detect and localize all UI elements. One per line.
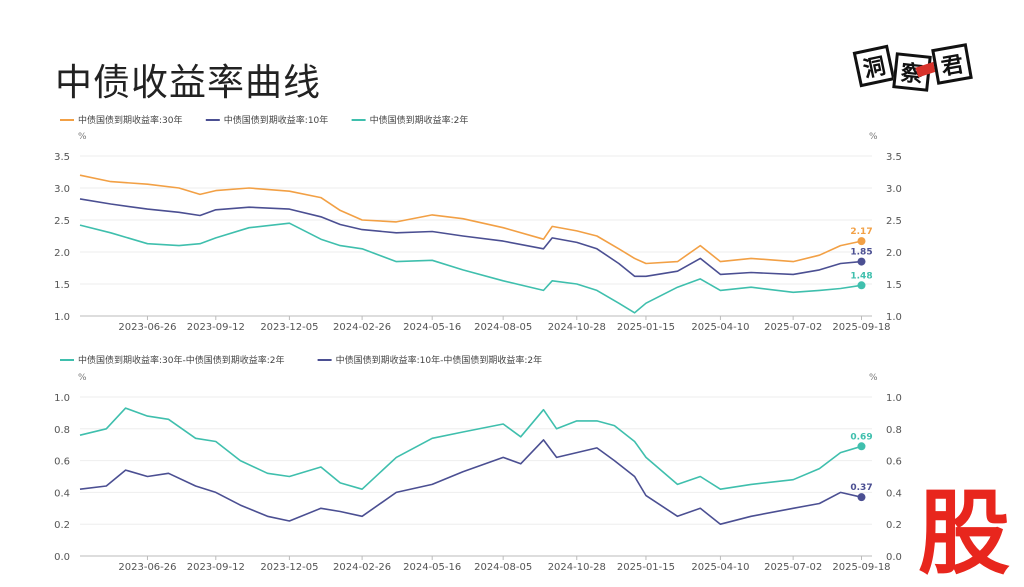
series-end-marker xyxy=(857,281,866,290)
y-unit-left: % xyxy=(78,132,87,142)
y-unit-left: % xyxy=(78,373,87,383)
x-tick-label: 2025-09-18 xyxy=(832,562,890,573)
series-line xyxy=(79,439,862,525)
x-tick-label: 2024-02-26 xyxy=(333,562,391,573)
x-tick-label: 2024-10-28 xyxy=(548,322,606,333)
y-unit-right: % xyxy=(869,132,878,142)
x-tick-label: 2023-06-26 xyxy=(118,322,176,333)
y-tick-left: 0.0 xyxy=(54,552,70,563)
series-end-label: 0.37 xyxy=(850,483,872,493)
y-tick-right: 2.5 xyxy=(886,216,902,227)
x-tick-label: 2025-07-02 xyxy=(764,322,822,333)
x-tick-label: 2025-07-02 xyxy=(764,562,822,573)
x-tick-label: 2025-04-10 xyxy=(691,322,749,333)
series-end-label: 1.48 xyxy=(850,271,872,281)
x-tick-label: 2025-04-10 xyxy=(691,562,749,573)
legend-label: 中债国债到期收益率:30年-中债国债到期收益率:2年 xyxy=(78,354,285,366)
legend-label: 中债国债到期收益率:30年 xyxy=(78,114,183,126)
series-end-marker xyxy=(857,237,866,246)
series-end-marker xyxy=(857,442,866,451)
y-tick-right: 3.0 xyxy=(886,184,902,195)
y-tick-left: 1.0 xyxy=(54,312,70,323)
y-tick-left: 0.2 xyxy=(54,520,70,531)
y-tick-right: 0.2 xyxy=(886,520,902,531)
y-tick-left: 0.8 xyxy=(54,425,70,436)
x-tick-label: 2024-05-16 xyxy=(403,322,461,333)
y-tick-right: 3.5 xyxy=(886,152,902,163)
y-tick-left: 3.0 xyxy=(54,184,70,195)
legend-label: 中债国债到期收益率:10年 xyxy=(224,114,328,126)
x-tick-label: 2023-09-12 xyxy=(187,322,245,333)
y-tick-left: 1.5 xyxy=(54,280,70,291)
y-tick-left: 1.0 xyxy=(54,393,70,404)
series-end-label: 1.85 xyxy=(850,248,872,258)
y-unit-right: % xyxy=(869,373,878,383)
x-tick-label: 2024-05-16 xyxy=(403,562,461,573)
series-line xyxy=(79,407,862,490)
y-tick-left: 0.4 xyxy=(54,488,70,499)
y-tick-left: 0.6 xyxy=(54,457,70,468)
x-tick-label: 2025-09-18 xyxy=(832,322,890,333)
x-tick-label: 2024-02-26 xyxy=(333,322,391,333)
x-tick-label: 2024-08-05 xyxy=(474,322,532,333)
series-end-marker xyxy=(857,257,866,266)
y-tick-right: 0.4 xyxy=(886,488,902,499)
series-end-marker xyxy=(857,493,866,502)
x-tick-label: 2024-08-05 xyxy=(474,562,532,573)
x-tick-label: 2025-01-15 xyxy=(617,322,675,333)
y-tick-left: 2.5 xyxy=(54,216,70,227)
series-line xyxy=(79,222,862,314)
x-tick-label: 2023-12-05 xyxy=(260,562,318,573)
y-tick-left: 3.5 xyxy=(54,152,70,163)
legend-label: 中债国债到期收益率:2年 xyxy=(370,114,469,126)
legend-label: 中债国债到期收益率:10年-中债国债到期收益率:2年 xyxy=(336,354,542,366)
y-tick-left: 2.0 xyxy=(54,248,70,259)
series-end-label: 2.17 xyxy=(850,227,872,237)
y-tick-right: 0.0 xyxy=(886,552,902,563)
y-tick-right: 1.5 xyxy=(886,280,902,291)
series-line xyxy=(79,198,862,278)
x-tick-label: 2023-06-26 xyxy=(118,562,176,573)
x-tick-label: 2024-10-28 xyxy=(548,562,606,573)
y-tick-right: 2.0 xyxy=(886,248,902,259)
y-tick-right: 0.8 xyxy=(886,425,902,436)
y-tick-right: 0.6 xyxy=(886,457,902,468)
x-tick-label: 2023-12-05 xyxy=(260,322,318,333)
page-title: 中债收益率曲线 xyxy=(55,61,321,104)
x-tick-label: 2025-01-15 xyxy=(617,562,675,573)
series-end-label: 0.69 xyxy=(850,432,872,442)
y-tick-right: 1.0 xyxy=(886,393,902,404)
series-line xyxy=(79,174,862,265)
stock-mark: 股 xyxy=(917,480,1010,587)
y-tick-right: 1.0 xyxy=(886,312,902,323)
x-tick-label: 2023-09-12 xyxy=(187,562,245,573)
